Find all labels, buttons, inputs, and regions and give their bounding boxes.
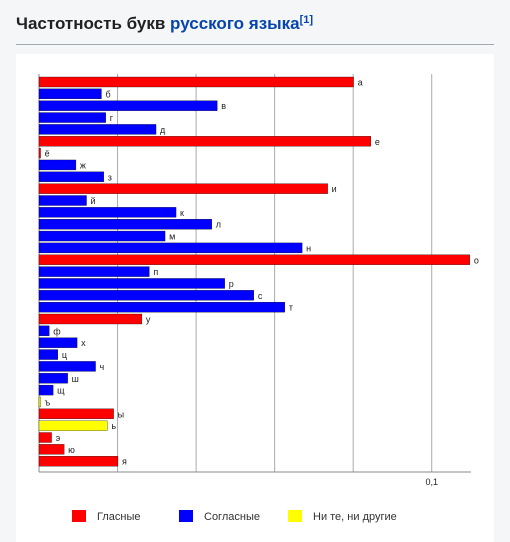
- bar-label-з: з: [108, 172, 112, 182]
- bar-label-к: к: [180, 208, 184, 218]
- bar-щ: [38, 384, 54, 396]
- x-tick-label: 0,1: [425, 477, 438, 487]
- bar-я: [38, 456, 119, 467]
- bar-label-е: е: [375, 137, 380, 147]
- bar-ё: [38, 147, 41, 159]
- legend-label-consonant: Согласные: [204, 511, 260, 523]
- bar-ф: [38, 325, 50, 337]
- letter-frequency-chart: а б в г д е ё ж з и й к л м н о п р с т у ф х ц ч шщъ ыь эю я 0,1 Глас…: [38, 74, 479, 523]
- legend-swatch-consonant: [179, 510, 193, 522]
- bar-о: [38, 254, 470, 265]
- bar-с: [38, 290, 254, 301]
- bar-label-и: и: [332, 184, 337, 194]
- bar-label-с: с: [258, 291, 263, 301]
- bar-label-ъ: ъ: [45, 397, 51, 407]
- bar-label-щ: щ: [57, 386, 65, 396]
- bar-ъ: [38, 396, 41, 408]
- bar-label-о: о: [474, 255, 479, 265]
- legend-label-vowel: Гласные: [97, 511, 140, 523]
- chart-panel: а б в г д е ё ж з и й к л м н о п р с т у ф х ц ч ш щ ъ ы ь э ю я 0,1 Глас…: [16, 54, 494, 542]
- bar-label-ц: ц: [62, 350, 67, 360]
- bar-ы: [38, 408, 114, 419]
- bar-label-ы: ы: [118, 409, 124, 419]
- bar-н: [38, 242, 303, 254]
- bar-в: [38, 100, 218, 111]
- bar-б: [38, 88, 102, 99]
- page-title: Частотность букв русского языка[1]: [16, 14, 313, 34]
- bar-л: [38, 219, 212, 230]
- bar-й: [38, 195, 87, 206]
- bar-label-ч: ч: [100, 362, 105, 372]
- bar-label-ш: ш: [72, 374, 79, 384]
- bar-е: [38, 136, 372, 147]
- title-link[interactable]: русского языка: [170, 14, 300, 33]
- footnote-link[interactable]: [1]: [299, 14, 314, 26]
- bar-х: [38, 337, 78, 348]
- bar-з: [38, 171, 104, 182]
- bar-ю: [38, 444, 65, 455]
- legend-swatch-vowel: [72, 510, 86, 522]
- bar-д: [38, 124, 157, 135]
- bar-label-ь: ь: [111, 421, 116, 431]
- bar-ц: [38, 349, 59, 360]
- bar-р: [38, 278, 225, 289]
- bar-label-г: г: [110, 113, 114, 123]
- section-heading: Частотность букв русского языка[1]: [16, 8, 494, 45]
- bar-label-х: х: [81, 338, 86, 348]
- bar-label-л: л: [216, 220, 221, 230]
- bar-label-н: н: [306, 243, 311, 253]
- bar-label-в: в: [221, 101, 226, 111]
- bar-м: [38, 230, 166, 242]
- bar-label-э: э: [56, 433, 61, 443]
- bar-ч: [38, 361, 96, 372]
- title-plain-text: Частотность букв: [16, 14, 171, 33]
- bar-label-а: а: [358, 78, 363, 88]
- bar-label-т: т: [289, 303, 293, 313]
- bar-у: [38, 313, 143, 325]
- bar-label-п: п: [153, 267, 158, 277]
- bar-label-й: й: [91, 196, 96, 206]
- bar-ш: [38, 373, 68, 384]
- legend-swatch-neither: [288, 510, 302, 522]
- bar-ж: [38, 159, 77, 171]
- bar-label-ю: ю: [68, 445, 75, 455]
- bar-к: [38, 207, 177, 218]
- bar-а: [38, 76, 354, 88]
- bar-label-ф: ф: [53, 326, 61, 336]
- bar-label-б: б: [105, 89, 110, 99]
- bar-label-ё: ё: [45, 149, 50, 159]
- bar-ь: [38, 420, 108, 431]
- bar-label-м: м: [169, 232, 175, 242]
- bar-т: [38, 301, 285, 313]
- bar-п: [38, 266, 150, 277]
- bar-label-ж: ж: [80, 160, 86, 170]
- bar-и: [38, 183, 328, 194]
- bar-г: [38, 112, 106, 123]
- bar-э: [38, 432, 52, 443]
- bar-label-у: у: [146, 315, 151, 325]
- bar-label-я: я: [122, 457, 127, 467]
- bar-label-р: р: [229, 279, 234, 289]
- bar-label-д: д: [160, 125, 166, 135]
- legend-label-neither: Ни те, ни другие: [313, 511, 397, 523]
